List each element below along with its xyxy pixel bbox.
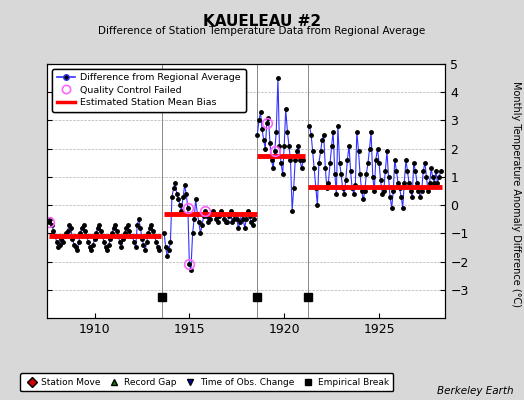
Text: Monthly Temperature Anomaly Difference (°C): Monthly Temperature Anomaly Difference (… [511, 81, 521, 307]
Text: Berkeley Earth: Berkeley Earth [437, 386, 514, 396]
Legend: Difference from Regional Average, Quality Control Failed, Estimated Station Mean: Difference from Regional Average, Qualit… [52, 69, 246, 112]
Legend: Station Move, Record Gap, Time of Obs. Change, Empirical Break: Station Move, Record Gap, Time of Obs. C… [20, 374, 394, 392]
Text: Difference of Station Temperature Data from Regional Average: Difference of Station Temperature Data f… [99, 26, 425, 36]
Text: KAUELEAU #2: KAUELEAU #2 [203, 14, 321, 29]
